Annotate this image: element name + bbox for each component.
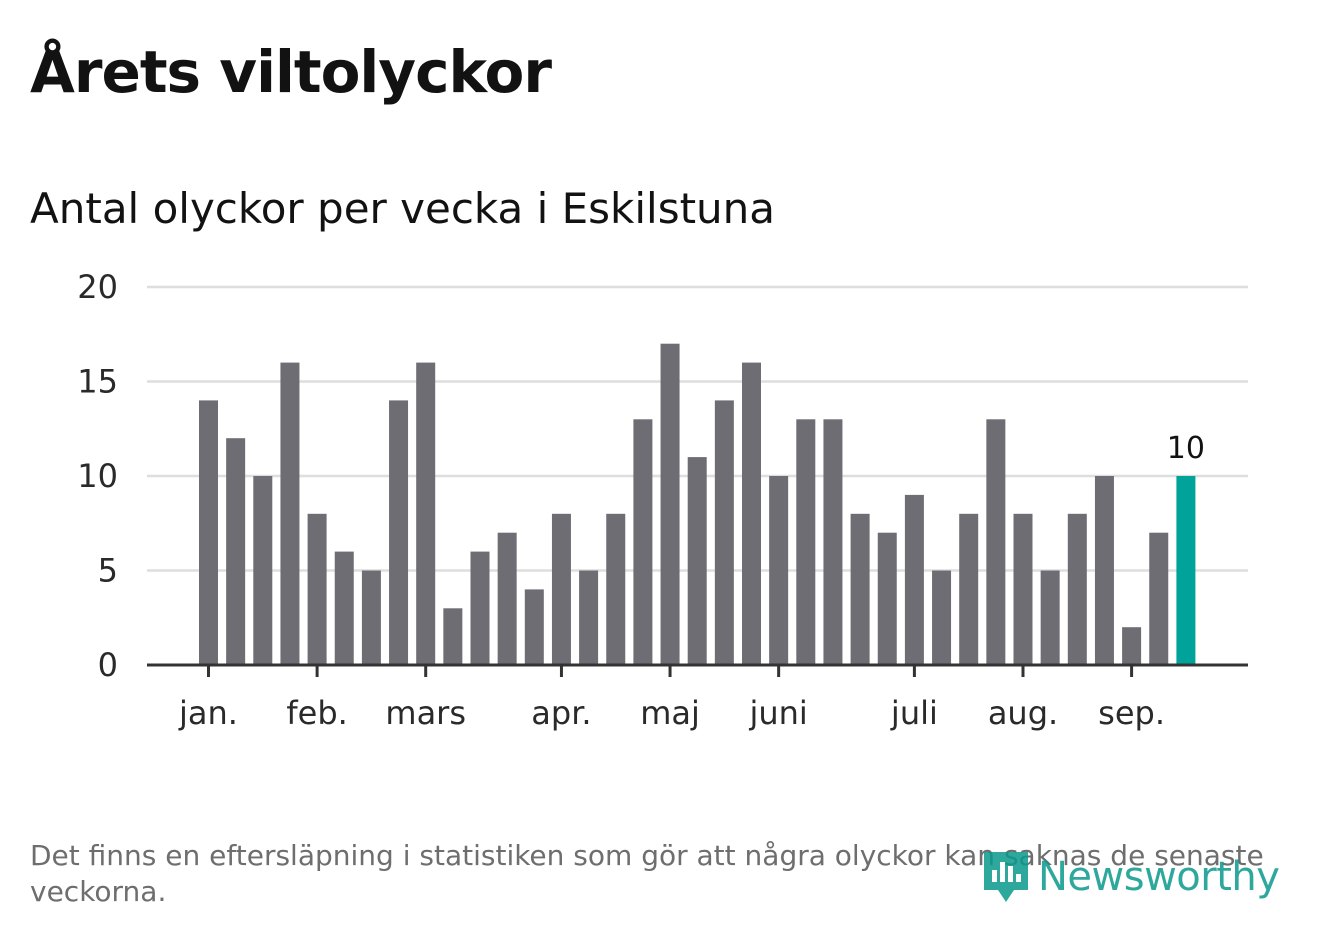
y-tick-label: 10 <box>77 457 118 495</box>
x-tick-label: sep. <box>1098 694 1165 732</box>
y-tick-label: 20 <box>77 268 118 306</box>
bar <box>361 570 381 665</box>
x-tick-label: maj <box>640 694 700 732</box>
bar <box>986 419 1006 665</box>
bar <box>742 362 761 665</box>
bar <box>443 608 463 665</box>
bar <box>470 551 490 665</box>
bar <box>1122 627 1142 665</box>
bar <box>416 362 436 665</box>
y-tick-label: 15 <box>77 363 118 401</box>
data-label: 10 <box>1167 431 1205 466</box>
x-tick-label: feb. <box>286 694 347 732</box>
bar <box>660 343 680 665</box>
bar <box>1013 513 1033 665</box>
bar <box>226 438 246 665</box>
bar <box>714 400 734 665</box>
x-tick-label: apr. <box>531 694 591 732</box>
bar <box>497 532 517 665</box>
x-axis: jan. feb. mars apr. maj juni juli aug. sep. <box>147 663 1248 732</box>
y-axis-ticks: 0 5 10 15 20 <box>77 268 118 684</box>
x-tick-label: juni <box>748 694 807 732</box>
bar <box>334 551 354 665</box>
bar <box>389 400 409 665</box>
bar <box>579 570 599 665</box>
bar <box>823 419 843 665</box>
newsworthy-logo-icon <box>984 852 1028 902</box>
bar <box>1067 513 1087 665</box>
bar-highlight <box>1176 476 1196 665</box>
bar <box>796 419 816 665</box>
bars <box>199 343 1196 665</box>
newsworthy-logo-text: Newsworthy <box>1038 854 1280 900</box>
bar <box>687 457 707 665</box>
bar <box>199 400 218 665</box>
bar <box>877 532 897 665</box>
bar <box>524 589 544 665</box>
bar <box>959 513 979 665</box>
bar <box>769 476 789 665</box>
bar <box>606 513 626 665</box>
data-labels: 10 <box>1167 431 1205 466</box>
footnote: Det finns en eftersläpning i statistiken… <box>30 839 1264 908</box>
x-tick-label: jan. <box>178 694 238 732</box>
y-tick-label: 0 <box>98 646 118 684</box>
x-tick-label: aug. <box>988 694 1058 732</box>
bar <box>904 494 924 665</box>
y-tick-label: 5 <box>98 552 118 590</box>
bar <box>850 513 870 665</box>
bar <box>633 419 653 665</box>
bar <box>280 362 300 665</box>
bar <box>932 570 952 665</box>
bar <box>1040 570 1060 665</box>
bar <box>253 476 273 665</box>
bar <box>551 513 571 665</box>
chart-subtitle: Antal olyckor per vecka i Eskilstuna <box>30 184 776 233</box>
bar-chart: 0 5 10 15 20 jan. feb. mars apr. maj juni juli aug.… <box>77 268 1248 732</box>
bar <box>1149 532 1169 665</box>
bar <box>1094 476 1114 665</box>
x-tick-label: mars <box>385 694 466 732</box>
chart-title: Årets viltolyckor <box>30 38 552 106</box>
newsworthy-logo: Newsworthy <box>980 846 1280 908</box>
bar <box>307 513 327 665</box>
x-tick-label: juli <box>890 694 938 732</box>
